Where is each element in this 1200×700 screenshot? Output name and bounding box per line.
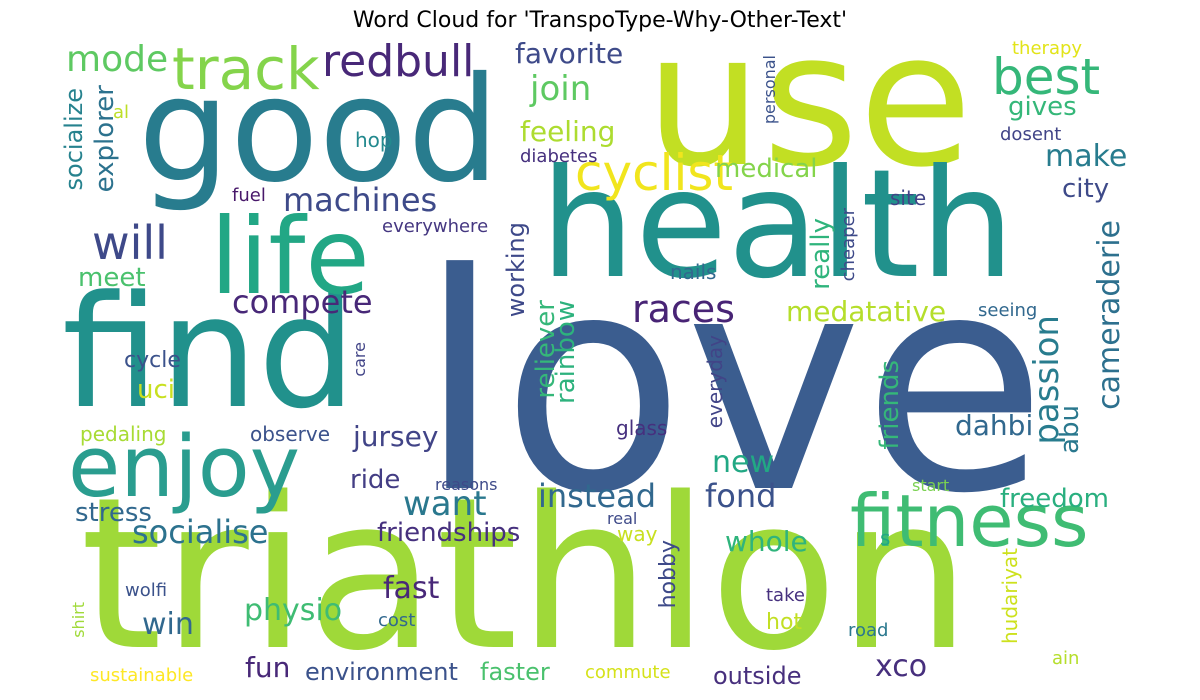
word-abu: abu [1055,405,1085,454]
word-wolfi: wolfi [125,580,168,601]
word-make: make [1045,139,1128,174]
word-freedom: freedom [1000,484,1110,514]
word-way: way [617,522,658,546]
word-love: love [418,210,1048,559]
word-glass: glass [616,416,668,440]
word-friendships: friendships [377,518,521,548]
word-cost: cost [378,610,416,631]
word-uci: uci [137,375,175,405]
word-medatative: medatative [786,295,947,328]
word-track: track [172,35,320,103]
chart-title: Word Cloud for 'TranspoType-Why-Other-Te… [352,8,848,33]
word-road: road [848,620,889,641]
word-gives: gives [1008,92,1077,122]
word-medical: medical [715,154,818,184]
word-socialize: socialize [60,88,88,191]
word-personal: personal [760,55,779,125]
word-redbull: redbull [322,36,475,87]
word-therapy: therapy [1012,38,1083,59]
word-care: care [350,342,369,377]
word-nails: nails [670,260,717,284]
word-sustainable: sustainable [90,665,194,686]
word-cyclist: cyclist [575,144,734,202]
word-feeling: feeling [520,115,616,148]
word-meet: meet [78,263,146,293]
word-environment: environment [305,658,458,686]
word-whole: whole [725,525,808,558]
word-hobby: hobby [656,540,681,609]
word-ride: ride [350,465,401,495]
word-hot: hot [766,610,803,635]
word-will: will [92,216,168,270]
word-shirt: shirt [69,602,88,638]
word-diabetes: diabetes [520,146,598,167]
word-commute: commute [585,662,671,683]
word-faster: faster [480,658,550,686]
word-compete: compete [232,283,373,321]
word-health: health [540,138,1015,312]
word-really: really [806,218,836,290]
word-instead: instead [538,477,656,515]
word-fun: fun [245,651,291,684]
word-rainbow: rainbow [551,300,581,404]
word-city: city [1062,174,1110,204]
word-races: races [632,287,735,331]
word-ain: ain [1052,648,1080,669]
word-friends: friends [875,360,905,450]
word-xco: xco [875,649,928,684]
word-stress: stress [75,498,152,528]
word-working: working [502,222,530,318]
word-hudariyat: hudariyat [998,548,1022,645]
word-fitness: fitness [850,479,1089,563]
word-socialise: socialise [132,513,269,551]
word-start: start [912,476,950,495]
word-jursey: jursey [353,420,439,453]
word-join: join [530,69,592,109]
word-observe: observe [250,422,331,446]
word-cycle: cycle [124,348,181,373]
word-everywhere: everywhere [382,216,489,237]
word-machines: machines [283,181,438,219]
word-everyday: everyday [703,335,727,429]
word-new: new [712,445,775,480]
word-real: real [607,509,638,528]
word-fast: fast [383,571,440,606]
word-find: find [62,262,357,443]
word-enjoy: enjoy [68,418,301,517]
word-site: site [890,186,927,210]
word-s: s [880,526,891,550]
word-physio: physio [244,593,343,628]
word-favorite: favorite [515,37,624,70]
word-al: al [113,102,130,123]
word-pedaling: pedaling [80,422,167,446]
word-want: want [403,484,487,524]
word-life: life [210,196,370,318]
word-triathlon: triathlon [80,452,972,697]
word-best: best [992,48,1101,106]
word-dosent: dosent [1000,124,1062,145]
word-fond: fond [705,477,777,515]
word-seeing: seeing [978,300,1038,321]
word-cameraderie: cameraderie [1092,220,1127,410]
word-fuel: fuel [232,185,266,206]
word-take: take [766,585,805,606]
word-mode: mode [66,39,169,80]
word-hop: hop [355,128,393,152]
word-use: use [645,0,973,208]
word-cheaper: cheaper [838,208,859,282]
word-win: win [142,607,194,642]
word-outside: outside [713,662,802,690]
word-reasons: reasons [435,475,498,494]
word-dahbi: dahbi [955,409,1034,442]
word-good: good [138,46,500,215]
